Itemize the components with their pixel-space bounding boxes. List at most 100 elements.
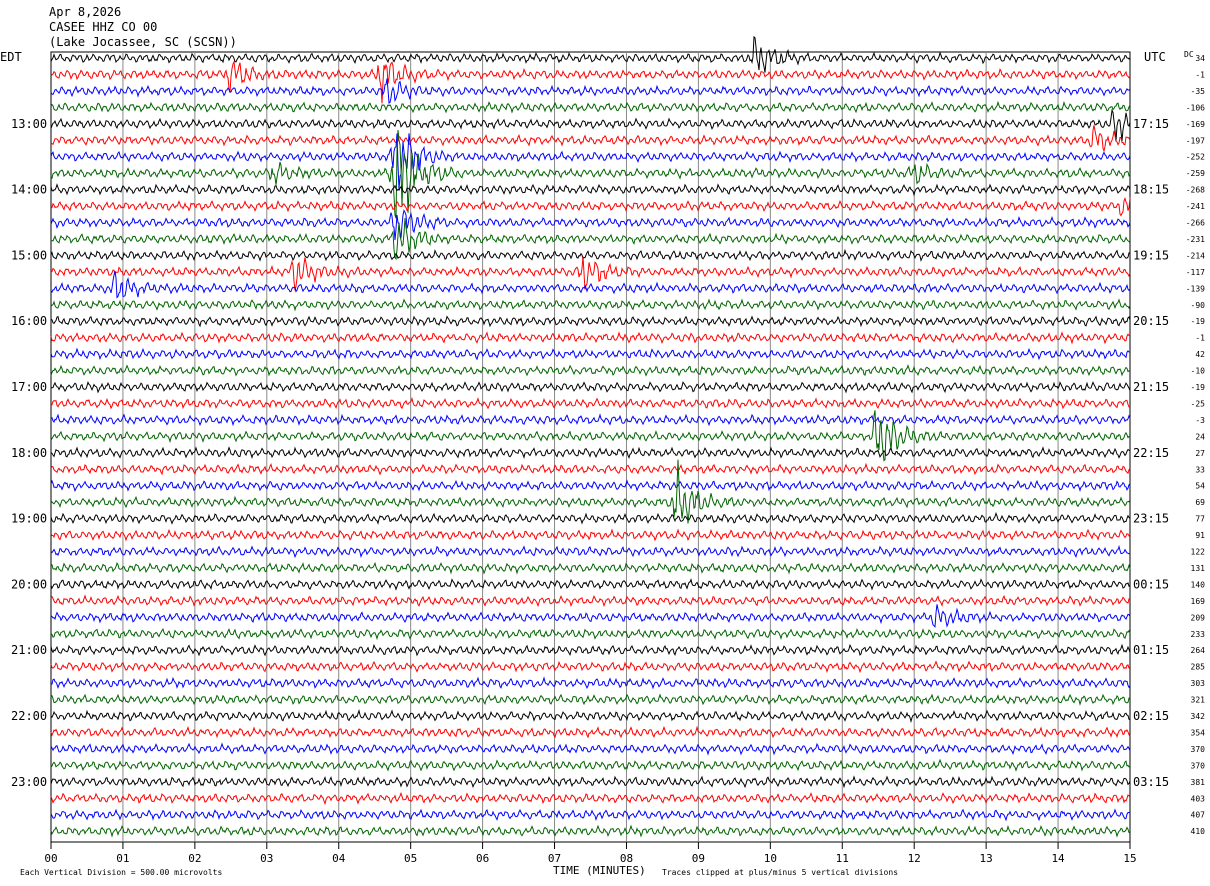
dc-offset-value: 410 [1191,827,1206,836]
dc-offset-value: -25 [1191,399,1206,408]
edt-hour-label: 19:00 [11,512,47,526]
trace-line-16 [50,315,1131,328]
x-tick-label-00: 00 [44,852,57,865]
trace-line-46 [50,808,1131,822]
edt-hour-label: 14:00 [11,183,47,197]
utc-hour-label: 00:15 [1133,577,1169,591]
dc-offset-value: 233 [1191,630,1206,639]
dc-offset-value: 77 [1195,515,1205,524]
station-id: CASEE HHZ CO 00 [49,20,157,34]
x-tick-label-01: 01 [116,852,129,865]
dc-offset-value: -1 [1195,70,1205,79]
dc-offset-value: -19 [1191,383,1206,392]
dc-offset-value: -139 [1186,284,1205,293]
trace-line-13 [50,256,1131,291]
trace-line-2 [50,78,1131,104]
trace-line-0 [50,35,1131,73]
dc-offset-value: -231 [1186,235,1205,244]
trace-line-17 [50,331,1131,345]
dc-offset-value: -169 [1186,120,1205,129]
x-tick-label-12: 12 [908,852,921,865]
dc-offset-value: -252 [1186,153,1205,162]
trace-line-41 [50,725,1131,739]
dc-offset-value: -1 [1195,334,1205,343]
dc-offset-value: -259 [1186,169,1205,178]
dc-offset-value: -214 [1186,251,1205,260]
dc-offset-value: -35 [1191,87,1206,96]
trace-line-43 [50,758,1131,772]
dc-offset-value: 381 [1191,778,1206,787]
trace-line-7 [50,129,1131,219]
edt-hour-label: 15:00 [11,248,47,262]
x-tick-label-08: 08 [620,852,633,865]
x-tick-label-06: 06 [476,852,489,865]
utc-hour-label: 23:15 [1133,512,1169,526]
trace-line-8 [50,183,1131,197]
edt-hour-label: 16:00 [11,314,47,328]
utc-hour-label: 01:15 [1133,643,1169,657]
x-axis-ticks: 00 01 02 03 04 05 06 07 08 09 10 11 12 13 14 15 [44,842,1137,865]
trace-line-19 [50,364,1131,377]
edt-hour-label: 20:00 [11,577,47,591]
utc-hour-label: 19:15 [1133,248,1169,262]
dc-offset-value: -197 [1186,136,1205,145]
edt-hour-label: 21:00 [11,643,47,657]
dc-offset-value: 169 [1191,597,1206,606]
trace-line-24 [50,446,1131,460]
dc-offset-value: 34 [1195,54,1205,63]
dc-offset-value: 370 [1191,745,1206,754]
clip-note: Traces clipped at plus/minus 5 vertical … [662,868,898,877]
utc-hour-label: 02:15 [1133,709,1169,723]
edt-hour-label: 13:00 [11,117,47,131]
x-tick-label-14: 14 [1051,852,1065,865]
dc-offset-value: 285 [1191,663,1206,672]
trace-line-42 [50,742,1131,756]
vertical-division-note: Each Vertical Division = 500.00 microvol… [20,868,222,877]
trace-line-35 [50,627,1131,641]
x-tick-label-07: 07 [548,852,561,865]
record-date: Apr 8,2026 [49,5,121,19]
dc-offset-value: 403 [1191,794,1206,803]
edt-hour-label: 23:00 [11,775,47,789]
x-tick-label-03: 03 [260,852,273,865]
trace-line-9 [50,196,1131,217]
dc-offset-value: -90 [1191,301,1206,310]
trace-line-11 [50,218,1131,261]
edt-hour-labels: 13:00 14:00 15:00 16:00 17:00 18:00 19:00 20:00… [11,117,47,789]
utc-hour-label: 17:15 [1133,117,1169,131]
utc-hour-labels: 17:15 18:15 19:15 20:15 21:15 22:15 23:15 00:15… [1133,117,1169,789]
x-tick-label-11: 11 [836,852,849,865]
dc-offset-value: 354 [1191,728,1206,737]
utc-hour-label: 20:15 [1133,314,1169,328]
dc-offset-value: 321 [1191,696,1206,705]
edt-hour-label: 18:00 [11,446,47,460]
dc-offset-value: 303 [1191,679,1206,688]
trace-line-22 [50,413,1131,427]
x-tick-label-02: 02 [188,852,201,865]
trace-line-23 [50,410,1131,462]
dc-offset-labels: 34-1-35-106-169-197-252-259-268-241-266-… [1186,54,1205,836]
dc-offset-value: 131 [1191,564,1206,573]
trace-line-32 [50,578,1130,591]
dc-offset-value: 42 [1195,350,1205,359]
x-tick-label-09: 09 [692,852,705,865]
dc-offset-value: -3 [1195,416,1205,425]
trace-line-6 [50,133,1131,190]
right-timezone-label: UTC [1144,50,1166,64]
trace-line-44 [50,775,1131,789]
dc-offset-value: -268 [1186,186,1205,195]
x-tick-label-05: 05 [404,852,417,865]
x-axis-title: TIME (MINUTES) [553,864,646,877]
dc-offset-value: -19 [1191,317,1206,326]
left-timezone-label: EDT [0,50,22,64]
dc-offset-value: 209 [1191,613,1206,622]
trace-line-12 [50,248,1131,262]
dc-offset-value: 54 [1195,482,1205,491]
x-tick-label-13: 13 [980,852,993,865]
utc-hour-label: 22:15 [1133,446,1169,460]
trace-line-21 [51,396,1131,410]
trace-line-47 [50,824,1131,838]
dc-offset-value: 69 [1195,498,1205,507]
trace-line-26 [50,479,1131,493]
trace-line-3 [50,100,1131,114]
